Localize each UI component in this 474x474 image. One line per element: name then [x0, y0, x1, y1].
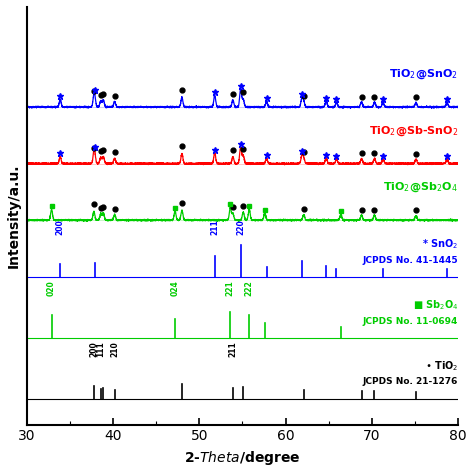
Text: TiO$_2$@SnO$_2$: TiO$_2$@SnO$_2$	[389, 68, 458, 81]
Text: 024: 024	[171, 281, 180, 296]
Text: 200: 200	[55, 219, 64, 236]
Text: 221: 221	[226, 281, 235, 296]
Text: JCPDS No. 41-1445: JCPDS No. 41-1445	[363, 255, 458, 264]
Text: JCPDS No. 11-0694: JCPDS No. 11-0694	[363, 317, 458, 326]
Text: 211: 211	[210, 219, 219, 236]
Text: 210: 210	[110, 341, 119, 357]
Text: $\blacksquare$ Sb$_2$O$_4$: $\blacksquare$ Sb$_2$O$_4$	[412, 298, 458, 312]
Text: 200: 200	[90, 341, 98, 357]
Text: * SnO$_2$: * SnO$_2$	[422, 237, 458, 251]
Text: 211: 211	[228, 341, 237, 357]
Text: 020: 020	[47, 281, 56, 296]
Text: TiO$_2$@Sb$_2$O$_4$: TiO$_2$@Sb$_2$O$_4$	[383, 181, 458, 194]
Text: TiO$_2$@Sb-SnO$_2$: TiO$_2$@Sb-SnO$_2$	[369, 124, 458, 138]
Text: JCPDS No. 21-1276: JCPDS No. 21-1276	[363, 377, 458, 386]
Text: 220: 220	[236, 219, 245, 236]
Text: $\bullet$ TiO$_2$: $\bullet$ TiO$_2$	[425, 359, 458, 373]
Text: 222: 222	[245, 281, 254, 296]
X-axis label: 2-$\it{Theta}$/degree: 2-$\it{Theta}$/degree	[184, 449, 301, 467]
Y-axis label: Intensity/a.u.: Intensity/a.u.	[7, 164, 21, 268]
Text: 111: 111	[96, 341, 105, 357]
